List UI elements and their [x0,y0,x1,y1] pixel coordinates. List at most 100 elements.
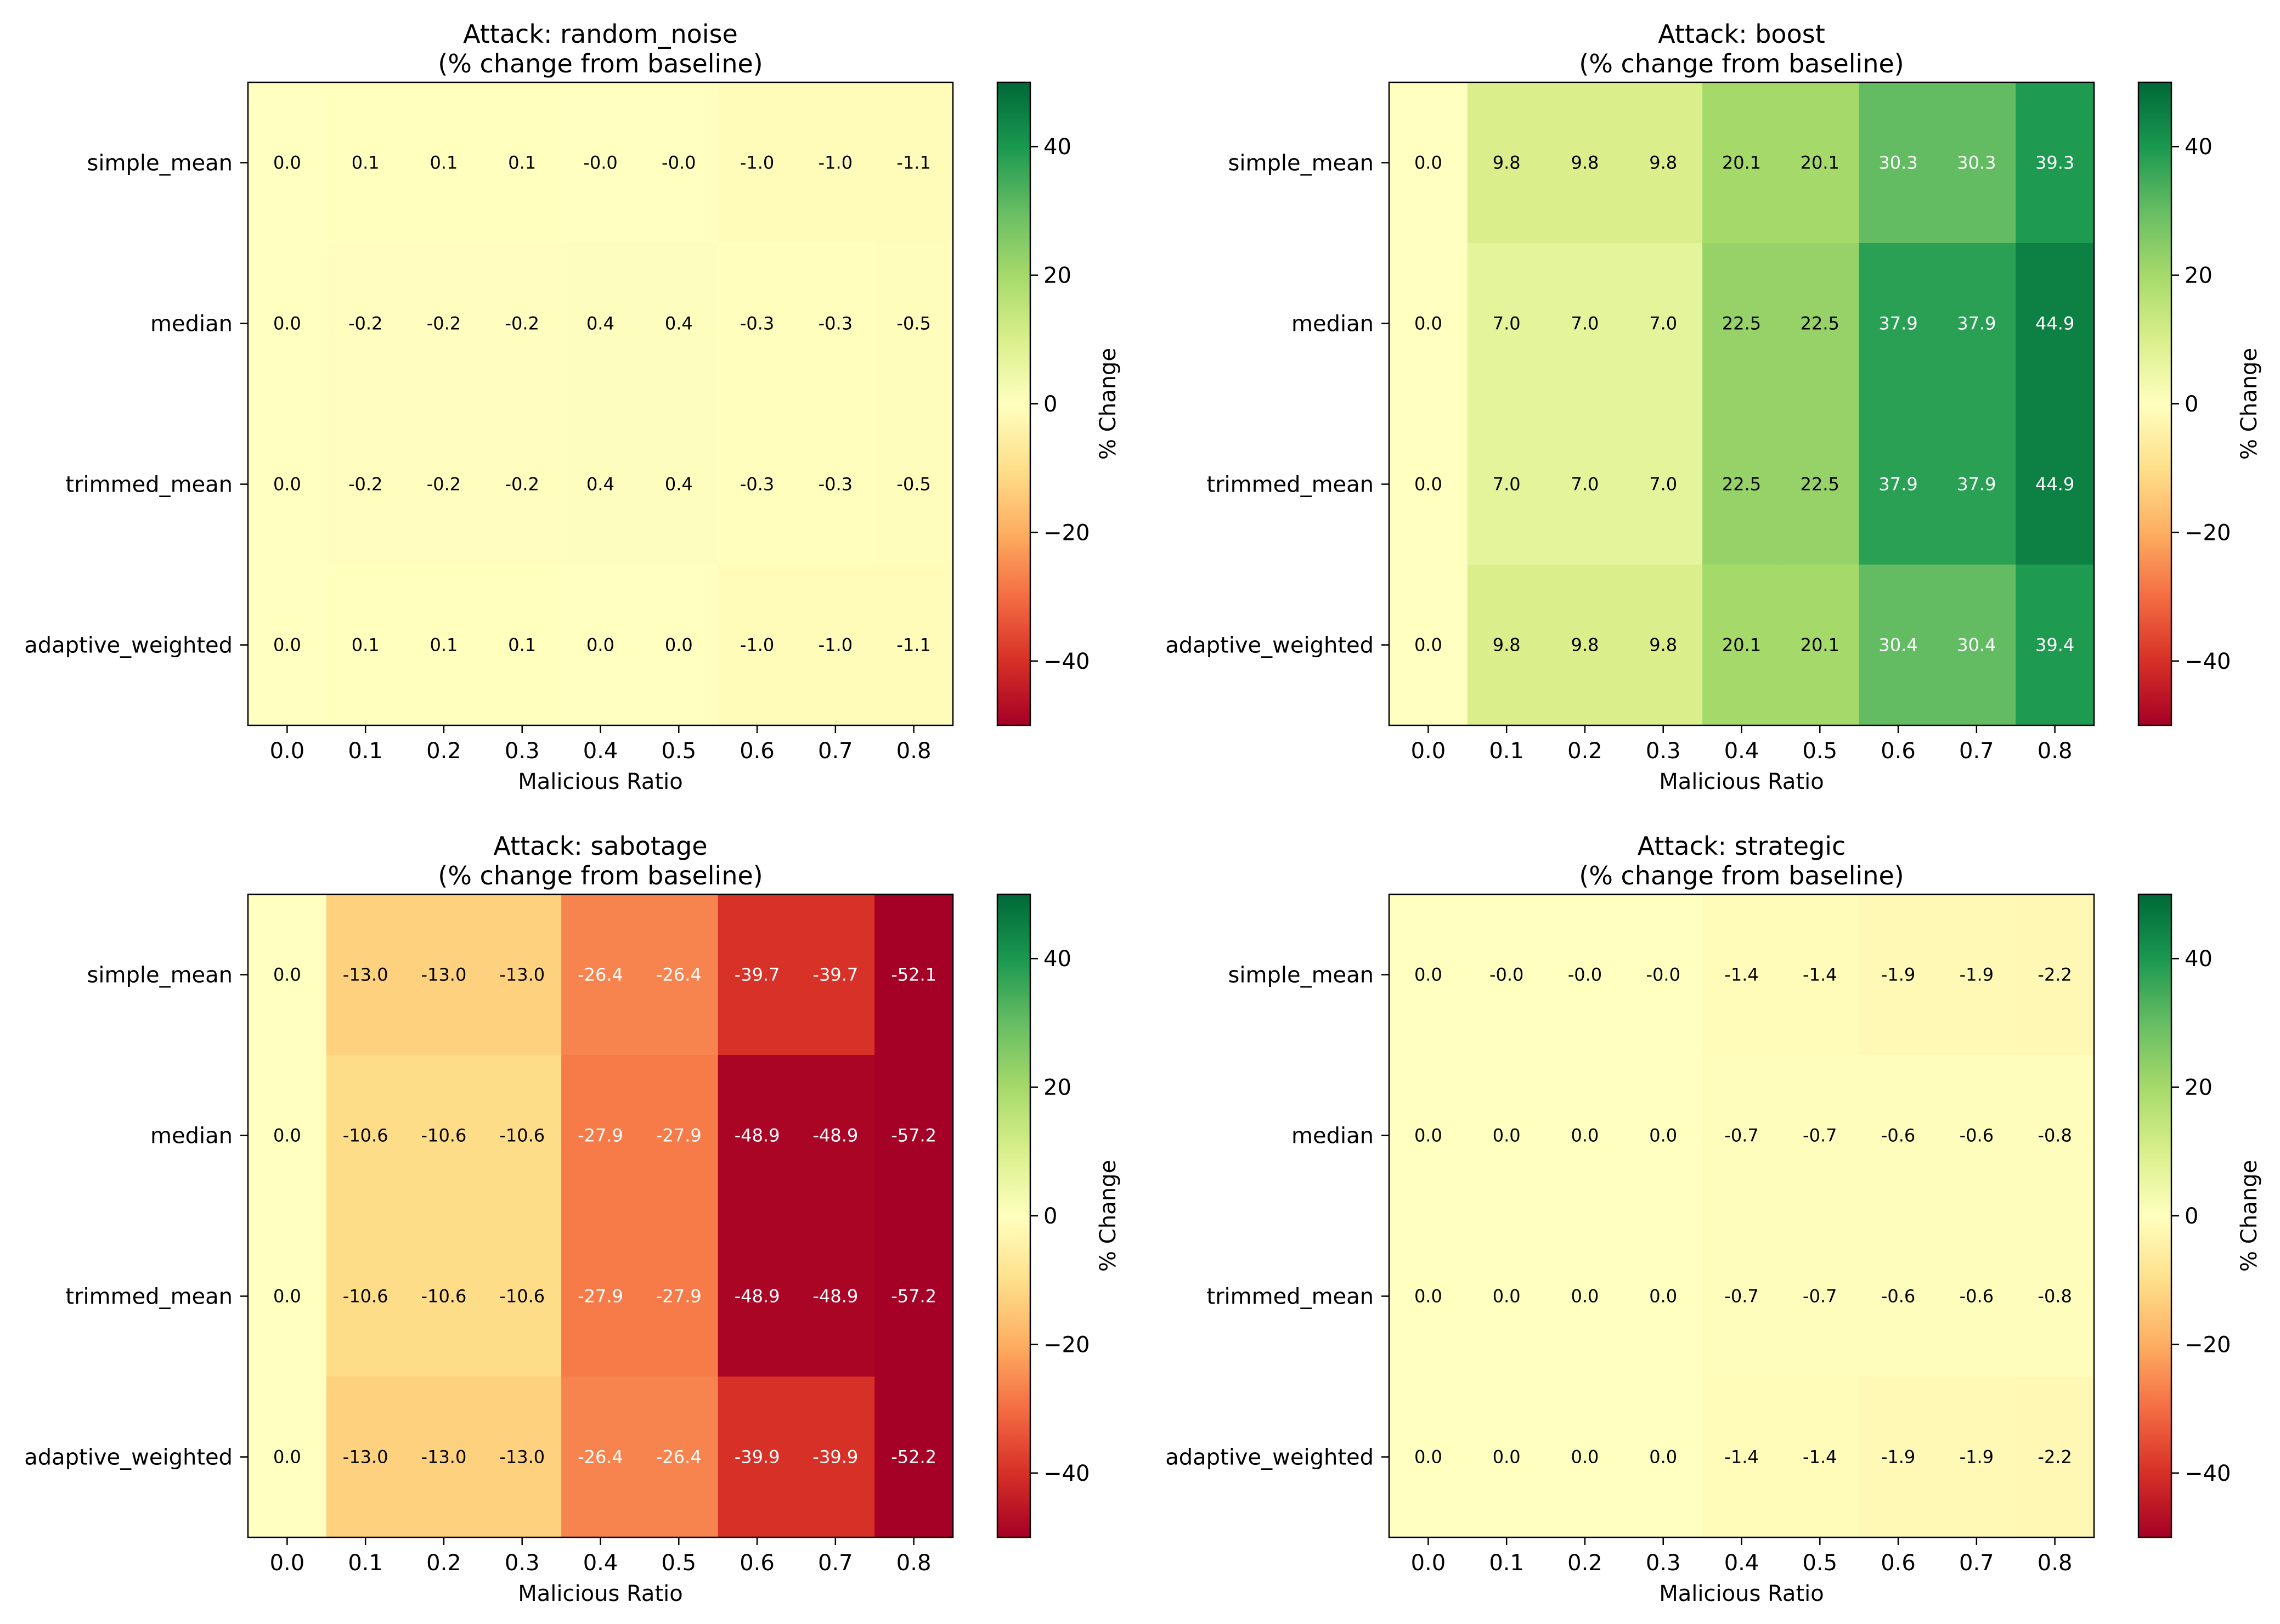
cell-value-label: -0.0 [583,153,617,173]
cell-value-label: 37.9 [1957,313,1996,334]
cell-value-label: -48.9 [735,1125,780,1146]
x-tick-label: 0.4 [583,1550,618,1576]
colorbar-tick-label: 40 [2185,134,2213,160]
heatmap-cell [639,1377,719,1538]
cell-value-label: -0.2 [505,313,539,334]
heatmap-cell [874,1055,953,1216]
heatmap-cell [639,1055,719,1216]
cell-value-label: -26.4 [578,1447,623,1468]
heatmap-panel-2: Attack: boost(% change from baseline) 0.0… [1165,19,2262,794]
cell-value-label: -1.1 [896,635,930,656]
heatmap-cell [1545,243,1624,404]
heatmap-cell [1389,565,1468,726]
heatmap-cell [796,894,875,1056]
heatmap-cell [2016,1377,2095,1538]
y-tick-label: median [1291,1124,1374,1149]
cell-value-label: 0.0 [1571,1286,1599,1307]
heatmap-cell [1702,1216,1781,1377]
cell-value-label: 20.1 [1801,153,1839,173]
colorbar-tick-label: −20 [1043,520,1090,545]
heatmap-cell [561,1055,640,1216]
cell-value-label: 9.8 [1649,153,1677,173]
x-tick-label: 0.0 [270,738,305,764]
cell-value-label: 9.8 [1571,153,1599,173]
colorbar-tick-label: 20 [1043,1075,1071,1101]
cell-value-label: -1.9 [1881,1447,1915,1468]
colorbar-tick-label: −40 [1043,1461,1090,1486]
heatmap-cell [1467,1216,1547,1377]
heatmap-cell [483,1216,562,1377]
cell-value-label: 0.0 [273,1125,301,1146]
y-tick-label: simple_mean [1228,151,1374,176]
heatmap-cell [1937,1216,2016,1377]
cell-value-label: 20.1 [1722,153,1761,173]
heatmap-cell [874,1216,953,1377]
heatmap-panel-3: Attack: sabotage(% change from baseline)… [24,831,1121,1606]
colorbar-gradient [2138,894,2171,1537]
panel-title: Attack: boost [1658,19,1825,49]
y-tick-label: trimmed_mean [65,1284,233,1310]
cell-value-label: -1.9 [1960,965,1994,985]
cell-value-label: 7.0 [1493,474,1521,495]
cell-value-label: 9.8 [1493,635,1521,656]
heatmap-cell [1780,243,1860,404]
cell-value-label: -13.0 [343,1447,388,1468]
colorbar-tick-label: −20 [2185,1332,2231,1357]
heatmap-cell [1780,1055,1860,1216]
cell-value-label: 39.3 [2035,153,2074,173]
panel-subtitle: (% change from baseline) [438,49,763,78]
heatmap-cell [1859,243,1938,404]
x-tick-label: 0.0 [1411,738,1446,764]
cell-value-label: 0.0 [1414,1125,1442,1146]
colorbar-tick-label: −40 [2185,1461,2231,1486]
cell-value-label: 30.4 [1878,635,1917,656]
heatmap-cell [1545,1055,1624,1216]
heatmap-cell [1624,82,1703,244]
colorbar-label: % Change [1096,1160,1121,1272]
cell-value-label: 30.4 [1957,635,1996,656]
cell-value-label: -10.6 [343,1125,388,1146]
heatmap-cell [718,404,797,565]
heatmap-cell [718,565,797,726]
heatmap-cell [404,1055,483,1216]
cell-value-label: -0.6 [1960,1125,1994,1146]
cell-value-label: -0.6 [1960,1286,1994,1307]
cell-value-label: -1.0 [740,635,774,656]
cell-value-label: -26.4 [656,1447,702,1468]
heatmap-cell [404,1216,483,1377]
cell-value-label: -0.0 [662,153,696,173]
heatmap-cell [248,1216,327,1377]
heatmap-cell [561,243,640,404]
heatmap-cell [2016,243,2095,404]
y-tick-label: simple_mean [87,151,233,176]
x-tick-label: 0.0 [270,1550,305,1576]
heatmap-cell [404,565,483,726]
cell-value-label: -10.6 [343,1286,388,1307]
cell-value-label: -2.2 [2038,965,2072,985]
colorbar-tick-label: 20 [1043,263,1071,289]
cell-value-label: 7.0 [1571,474,1599,495]
cell-value-label: -39.7 [812,965,858,985]
heatmap-cell [718,1055,797,1216]
heatmap-cell [248,82,327,244]
heatmap-cell [2016,82,2095,244]
heatmap-cell [2016,1055,2095,1216]
cell-value-label: -0.7 [1803,1286,1837,1307]
cell-value-label: 0.0 [273,313,301,334]
x-tick-label: 0.7 [818,1550,853,1576]
cell-value-label: 0.4 [586,313,614,334]
cell-value-label: -0.6 [1881,1286,1915,1307]
cell-value-label: 7.0 [1649,313,1677,334]
heatmap-cell [326,1377,405,1538]
heatmap-cell [2016,1216,2095,1377]
x-tick-label: 0.8 [896,738,932,764]
cell-value-label: -27.9 [578,1125,623,1146]
cell-value-label: 30.3 [1957,153,1996,173]
cell-value-label: 37.9 [1957,474,1996,495]
heatmap-cell [1389,1055,1468,1216]
x-tick-label: 0.4 [1724,738,1759,764]
heatmap-cell [796,404,875,565]
heatmap-cell [1467,1377,1547,1538]
heatmap-cell [2016,894,2095,1056]
heatmap-cell [1859,82,1938,244]
